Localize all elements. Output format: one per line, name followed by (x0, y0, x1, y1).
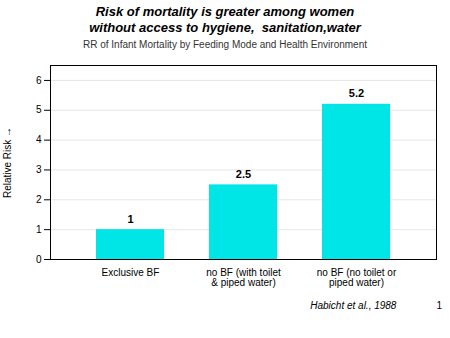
svg-text:Exclusive BF: Exclusive BF (102, 267, 160, 278)
svg-text:0: 0 (36, 254, 42, 265)
svg-text:2.5: 2.5 (236, 168, 251, 180)
svg-text:no BF (with toilet& piped wate: no BF (with toilet& piped water) (206, 267, 281, 288)
svg-text:2: 2 (36, 194, 42, 205)
svg-text:no BF (no toilet orpiped water: no BF (no toilet orpiped water) (317, 267, 397, 288)
html-text:RR of Infant Mortality by Feed: RR of Infant Mortality by Feeding Mode a… (83, 39, 367, 50)
html-text:Habicht et al., 1988: Habicht et al., 1988 (310, 300, 397, 311)
svg-text:4: 4 (36, 134, 42, 145)
svg-text:5.2: 5.2 (349, 87, 364, 99)
svg-text:3: 3 (36, 164, 42, 175)
svg-text:6: 6 (36, 75, 42, 86)
svg-text:Relative Risk →: Relative Risk → (2, 127, 13, 198)
svg-text:5: 5 (36, 104, 42, 115)
html-text:1: 1 (436, 300, 442, 311)
svg-text:1: 1 (36, 224, 42, 235)
html-text:Risk of mortality is greater a: Risk of mortality is greater among women… (89, 4, 361, 35)
svg-text:1: 1 (127, 213, 133, 225)
